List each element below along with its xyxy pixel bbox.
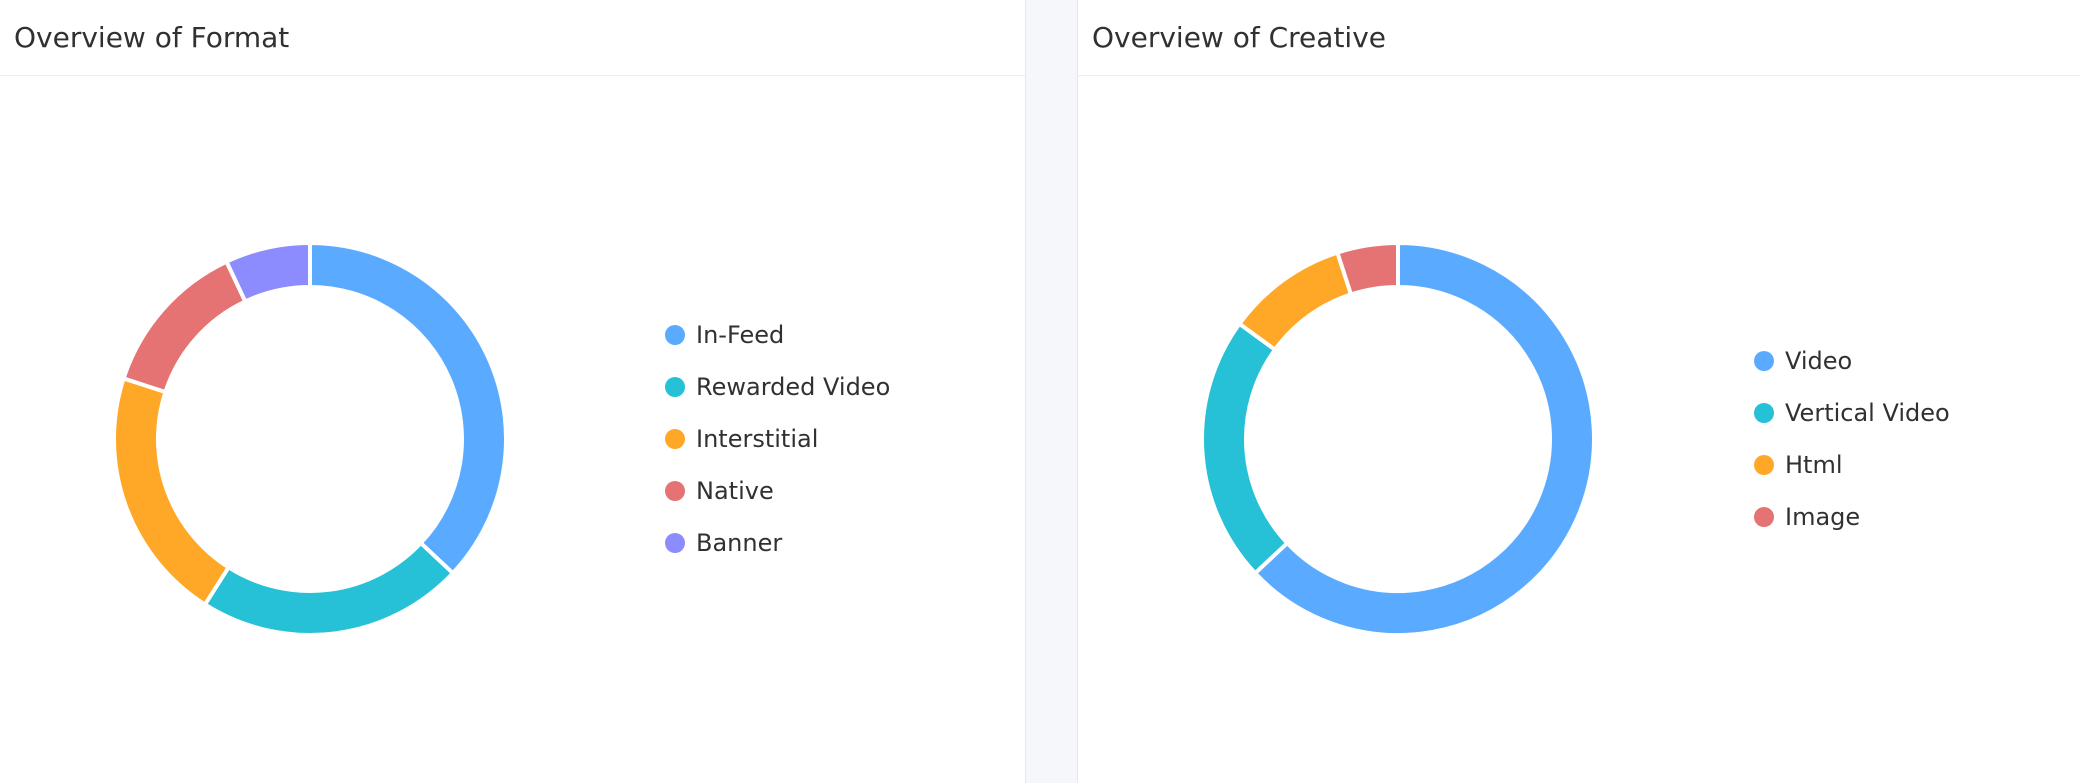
donut-slice-image[interactable] (1334, 240, 1400, 297)
legend-label: Rewarded Video (696, 373, 890, 401)
creative-donut-chart: Video Vertical Video Html Image (1200, 240, 1950, 637)
donut-slice-rewarded-video[interactable] (202, 540, 456, 637)
legend-label: Video (1785, 347, 1852, 375)
donut-slice-in-feed[interactable] (308, 240, 508, 576)
legend-item-in-feed[interactable]: In-Feed (665, 321, 784, 349)
donut-slice-banner[interactable] (223, 240, 312, 305)
legend-marker (665, 377, 685, 397)
legend-marker (1754, 455, 1774, 475)
legend-item-vertical-video[interactable]: Vertical Video (1754, 399, 1950, 427)
format-panel-header: Overview of Format (0, 0, 1025, 76)
legend-item-html[interactable]: Html (1754, 451, 1843, 479)
donut-slice-video[interactable] (1252, 240, 1596, 637)
legend-item-interstitial[interactable]: Interstitial (665, 425, 818, 453)
donut-slice-interstitial[interactable] (112, 375, 232, 608)
creative-panel-title: Overview of Creative (1092, 21, 1386, 54)
creative-panel-header: Overview of Creative (1078, 0, 2080, 76)
legend-label: Native (696, 477, 774, 505)
legend-label: Vertical Video (1785, 399, 1950, 427)
format-donut-chart: In-Feed Rewarded Video Interstitial Native B… (112, 240, 890, 637)
donut-slice-html[interactable] (1236, 250, 1354, 353)
legend-item-video[interactable]: Video (1754, 347, 1852, 375)
legend-label: In-Feed (696, 321, 784, 349)
legend-item-image[interactable]: Image (1754, 503, 1860, 531)
format-panel: Overview of Format In-Feed Rewarded Video… (0, 0, 1026, 783)
donut-slice-native[interactable] (121, 258, 248, 395)
legend-label: Html (1785, 451, 1843, 479)
legend-item-rewarded-video[interactable]: Rewarded Video (665, 373, 890, 401)
legend-label: Image (1785, 503, 1860, 531)
legend-marker (1754, 403, 1774, 423)
legend-item-native[interactable]: Native (665, 477, 774, 505)
legend-marker (665, 481, 685, 501)
legend-marker (665, 325, 685, 345)
donut-slice-vertical-video[interactable] (1200, 320, 1291, 576)
format-panel-title: Overview of Format (14, 21, 290, 54)
creative-panel: Overview of Creative Video Vertical Video… (1077, 0, 2080, 783)
legend-label: Banner (696, 529, 782, 557)
legend-marker (665, 533, 685, 553)
legend-label: Interstitial (696, 425, 818, 453)
legend-item-banner[interactable]: Banner (665, 529, 782, 557)
legend-marker (665, 429, 685, 449)
legend-marker (1754, 351, 1774, 371)
legend-marker (1754, 507, 1774, 527)
